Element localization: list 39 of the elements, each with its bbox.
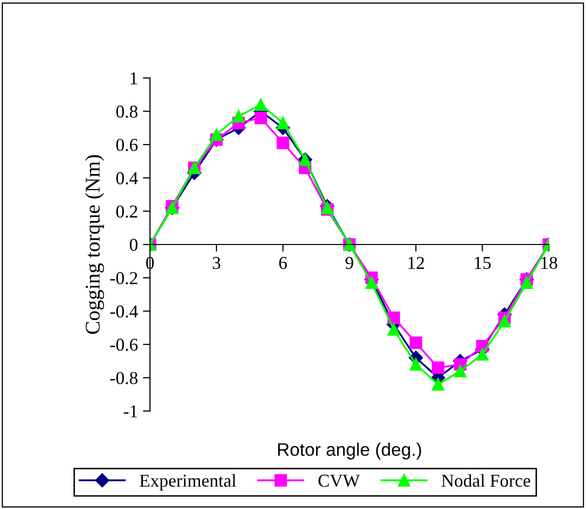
point [498,314,511,328]
y-tick-label: 0.8 [116,106,138,118]
point [476,348,489,361]
point [276,136,290,150]
point [232,110,245,123]
x-tick-label: 18 [541,256,558,270]
y-tick-label: -0.4 [110,305,138,318]
y-tick-label: -0.8 [110,372,138,384]
point [254,112,268,124]
point [454,364,466,378]
point [210,128,223,141]
legend-label: CVW [318,474,360,487]
y-tick-label: 0 [130,238,138,251]
y-tick-label: 0.6 [116,138,138,152]
y-tick-label: -0.6 [110,338,138,351]
legend-label: Nodal Force [442,474,530,487]
point [432,378,444,391]
point [387,323,400,336]
point [276,116,290,130]
point [520,276,533,290]
x-tick-label: 12 [408,256,424,269]
y-axis-title: Cogging torque (Nm) [85,155,104,334]
x-tick-label: 9 [345,256,354,270]
point [432,361,444,374]
y-tick-label: -1 [124,405,138,418]
y-tick-label: 0.4 [116,172,138,184]
point [410,336,422,349]
x-tick-label: 15 [474,256,491,270]
point [410,358,422,371]
x-tick-label: 3 [212,256,220,270]
point [254,98,268,111]
x-axis-title: Rotor angle (deg.) [278,442,422,460]
legend-label: Experimental [140,474,236,490]
x-tick-label: 6 [279,256,287,270]
point [365,276,378,290]
y-tick-label: -0.2 [110,272,138,284]
point [387,312,400,324]
y-tick-label: 1 [130,72,138,84]
y-tick-label: 0.2 [116,205,138,218]
